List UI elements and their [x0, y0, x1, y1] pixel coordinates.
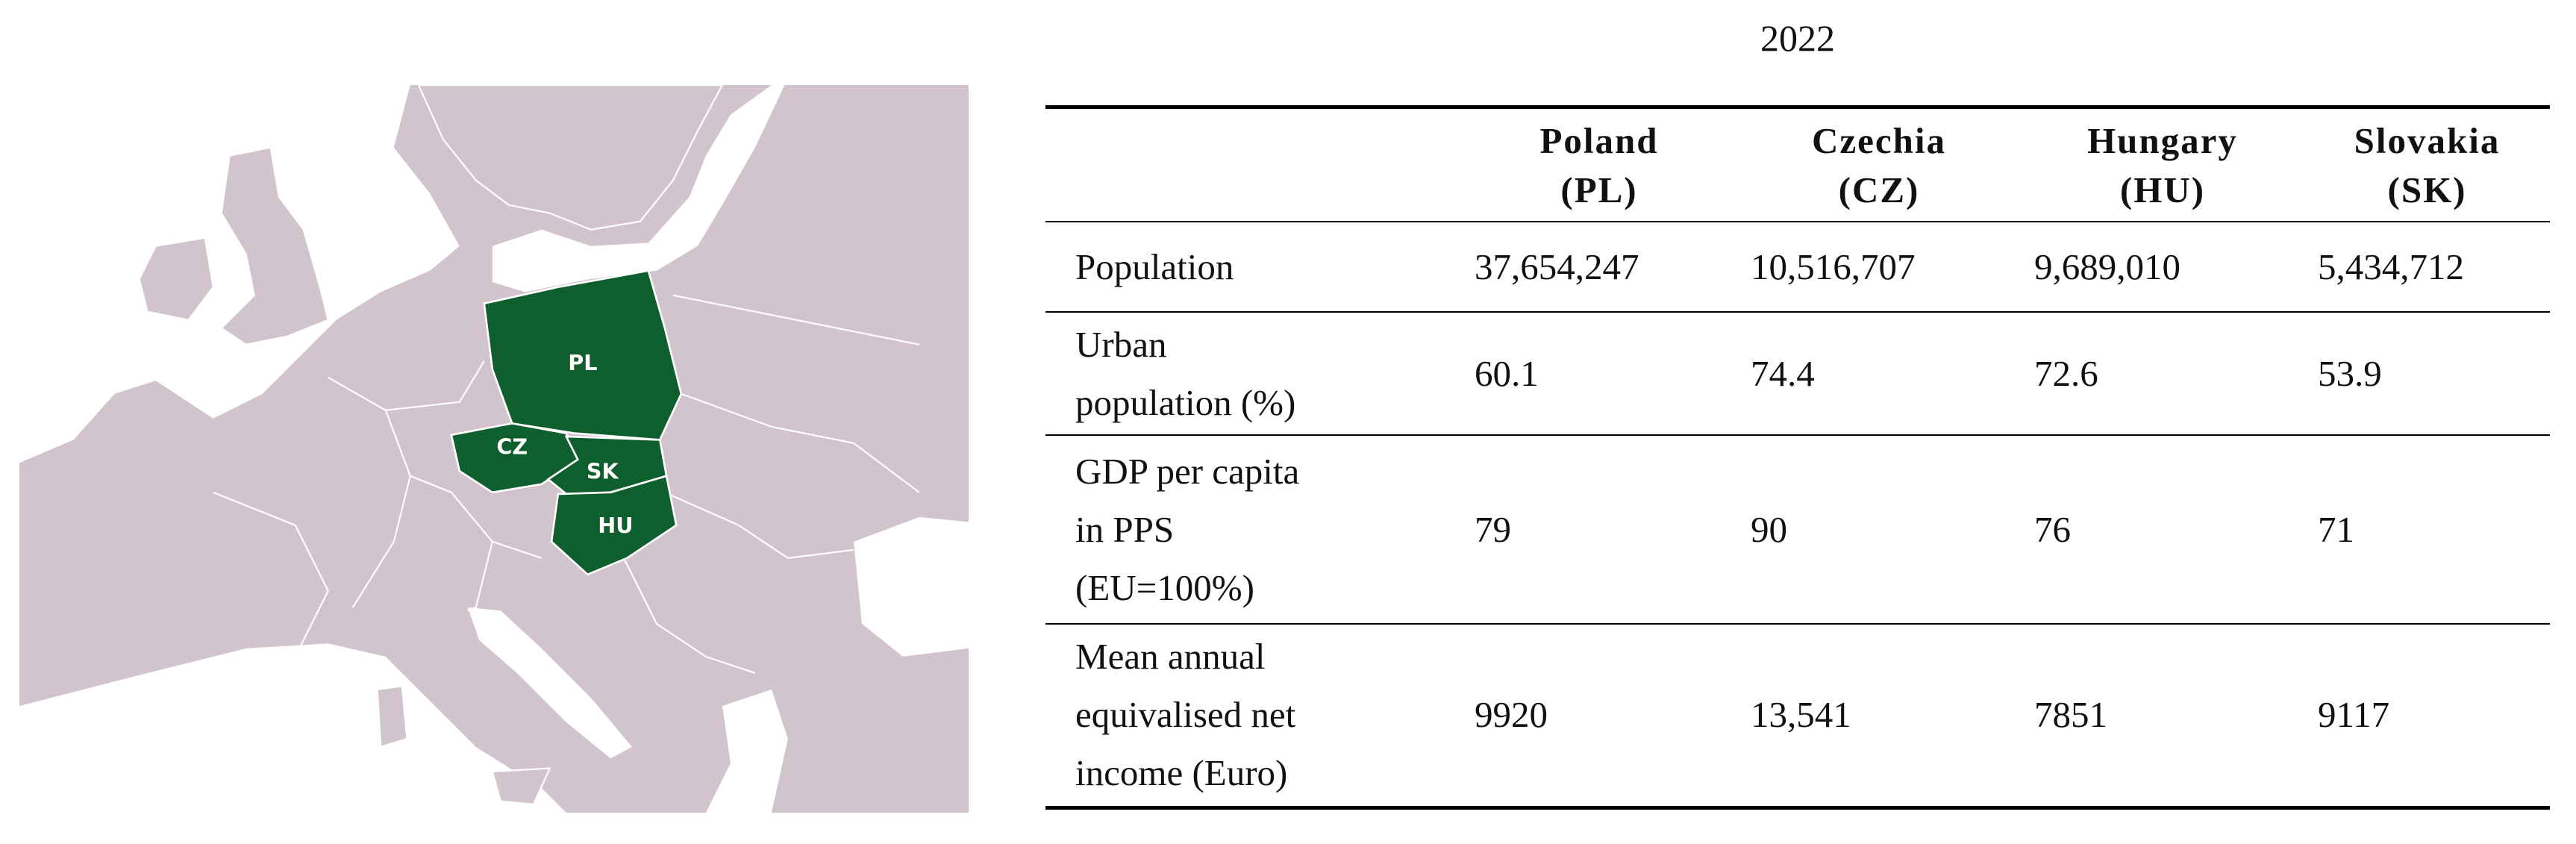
- map-label: PL: [568, 350, 597, 375]
- label-line: Mean annual: [1075, 636, 1266, 678]
- label-line: equivalised net: [1075, 694, 1296, 736]
- hungary: [550, 475, 678, 576]
- cell-value: 53.9: [2304, 311, 2550, 435]
- cell-value: 72.6: [2021, 311, 2304, 435]
- country-name: Czechia: [1812, 120, 1946, 161]
- country-name: Slovakia: [2354, 120, 2501, 161]
- aegean: [705, 689, 788, 813]
- black-sea: [853, 516, 969, 657]
- scandinavia: [417, 85, 724, 231]
- cell-value: 76: [2021, 434, 2304, 624]
- country-code: (PL): [1560, 169, 1638, 210]
- table-row: Population 37,654,247 10,516,707 9,689,010 5…: [1045, 221, 2550, 312]
- header-row: Poland (PL) Czechia (CZ) Hungary (HU) Slovakia…: [1045, 107, 2550, 222]
- poland: [483, 269, 683, 441]
- label-line: (EU=100%): [1075, 566, 1254, 608]
- row-label: Population: [1045, 221, 1461, 312]
- country-code: (CZ): [1838, 169, 1920, 210]
- borders: [213, 294, 920, 674]
- ireland: [138, 237, 214, 321]
- cell-value: 74.4: [1737, 311, 2021, 435]
- cell-value: 9117: [2304, 623, 2550, 807]
- map-label: SK: [587, 458, 620, 484]
- cell-value: 10,516,707: [1737, 221, 2021, 312]
- column-header: Czechia (CZ): [1737, 107, 2021, 222]
- sicily: [491, 767, 551, 806]
- label-line: Urban: [1075, 323, 1167, 365]
- column-header: Poland (PL): [1461, 107, 1737, 222]
- country-code: (SK): [2387, 169, 2467, 210]
- row-label: GDP per capita in PPS (EU=100%): [1045, 434, 1461, 624]
- cell-value: 7851: [2021, 623, 2304, 807]
- row-label: Urban population (%): [1045, 311, 1461, 435]
- data-table: Poland (PL) Czechia (CZ) Hungary (HU) Slovakia…: [1045, 105, 2550, 810]
- mediterranean: [19, 643, 566, 813]
- cell-value: 13,541: [1737, 623, 2021, 807]
- europe-map: PL CZ SK HU: [19, 85, 969, 813]
- label-line: GDP per capita: [1075, 450, 1300, 492]
- corner-cell: [1045, 107, 1461, 222]
- label-line: population (%): [1075, 381, 1296, 423]
- adriatic: [467, 607, 632, 759]
- map-label: CZ: [496, 434, 528, 459]
- cell-value: 37,654,247: [1461, 221, 1737, 312]
- sardinia: [376, 685, 408, 748]
- baltic-sea: [492, 85, 785, 293]
- label-line: Population: [1075, 246, 1234, 287]
- cell-value: 71: [2304, 434, 2550, 624]
- cell-value: 9920: [1461, 623, 1737, 807]
- map-label: HU: [598, 513, 633, 538]
- table-row: GDP per capita in PPS (EU=100%) 79 90 76 71: [1045, 434, 2550, 624]
- label-line: income (Euro): [1075, 752, 1288, 794]
- cell-value: 5,434,712: [2304, 221, 2550, 312]
- column-header: Slovakia (SK): [2304, 107, 2550, 222]
- table-title: 2022: [1760, 17, 1835, 59]
- country-code: (HU): [2119, 169, 2206, 210]
- label-line: in PPS: [1075, 508, 1175, 550]
- country-name: Hungary: [2087, 120, 2238, 161]
- table-row: Urban population (%) 60.1 74.4 72.6 53.9: [1045, 311, 2550, 435]
- table-row: Mean annual equivalised net income (Euro) 9…: [1045, 623, 2550, 807]
- cell-value: 60.1: [1461, 311, 1737, 435]
- cell-value: 79: [1461, 434, 1737, 624]
- row-label: Mean annual equivalised net income (Euro): [1045, 623, 1461, 807]
- country-name: Poland: [1539, 120, 1659, 161]
- v4-countries: [450, 269, 683, 576]
- column-header: Hungary (HU): [2021, 107, 2304, 222]
- cell-value: 90: [1737, 434, 2021, 624]
- cell-value: 9,689,010: [2021, 221, 2304, 312]
- great-britain: [219, 146, 330, 346]
- atlantic-north-sea: [19, 85, 460, 463]
